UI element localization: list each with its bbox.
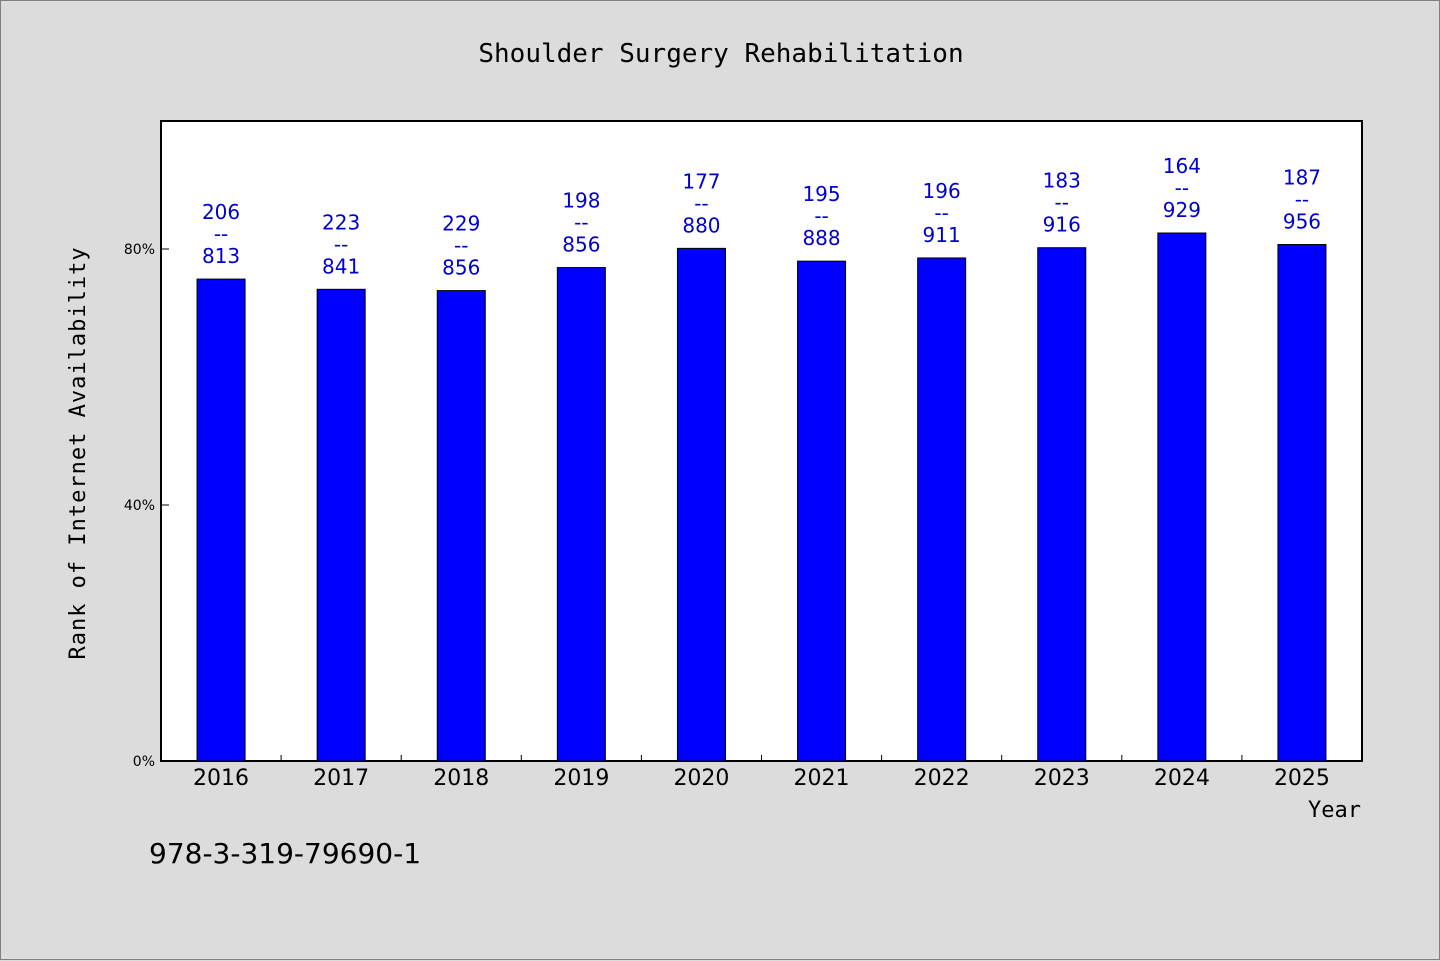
bar-2024 [1157,232,1207,762]
x-tick-label-2018: 2018 [433,766,489,791]
bar-label-2016-bottom: 813 [202,244,240,268]
bar-2022 [917,257,967,762]
bar-2025 [1277,244,1327,762]
y-axis-label: Rank of Internet Availability [66,246,91,659]
bar-label-2022-separator: -- [934,201,948,225]
bar-2023 [1037,247,1087,762]
y-tick-label-40: 40% [124,498,155,514]
x-tick-label-2023: 2023 [1034,766,1090,791]
bar-label-2023-bottom: 916 [1043,213,1081,237]
bar-label-2017-bottom: 841 [322,254,360,278]
x-tick-label-2019: 2019 [553,766,609,791]
bar-labels: 206--813223--841229--856198--856177--880… [202,154,1321,280]
y-tick-label-80: 80% [124,242,155,258]
x-tick-label-2024: 2024 [1154,766,1210,791]
bar-label-2017-top: 223 [322,210,360,234]
bar-label-2021-top: 195 [802,182,840,206]
bar-label-2018-bottom: 856 [442,256,480,280]
bar-label-2022-bottom: 911 [923,223,961,247]
bar-label-2017-separator: -- [334,232,348,256]
bar-label-2024-bottom: 929 [1163,198,1201,222]
bar-label-2016-separator: -- [214,222,228,246]
x-axis-ticks: 2016 2017 2018 2019 2020 2021 2022 2023 2024 2025 [193,755,1330,791]
x-tick-label-2025: 2025 [1274,766,1330,791]
bar-label-2019-bottom: 856 [562,233,600,257]
bar-label-2018-separator: -- [454,234,468,258]
bar-label-2021-separator: -- [814,204,828,228]
bar-label-2025-separator: -- [1295,188,1309,212]
x-tick-label-2016: 2016 [193,766,249,791]
bar-label-2024-top: 164 [1163,154,1201,178]
chart-title: Shoulder Surgery Rehabilitation [478,39,963,69]
bar-label-2024-separator: -- [1175,176,1189,200]
bar-2019 [556,267,606,762]
x-tick-label-2021: 2021 [794,766,850,791]
bar-label-2018-top: 229 [442,212,480,236]
x-axis-label: Year [1308,798,1361,823]
bar-2017 [316,288,366,762]
bar-label-2023-separator: -- [1055,191,1069,215]
x-tick-label-2017: 2017 [313,766,369,791]
x-tick-label-2020: 2020 [673,766,729,791]
bar-label-2023-top: 183 [1043,169,1081,193]
bar-label-2019-separator: -- [574,211,588,235]
y-tick-label-0: 0% [133,754,155,770]
bar-2021 [797,260,847,762]
bar-label-2020-separator: -- [694,191,708,215]
bar-series [196,232,1327,762]
x-tick-label-2022: 2022 [914,766,970,791]
bar-2018 [436,290,486,762]
bar-2016 [196,278,246,762]
bar-label-2020-bottom: 880 [682,213,720,237]
bar-label-2020-top: 177 [682,169,720,193]
y-axis-ticks: 0% 40% 80% [124,242,169,770]
bar-label-2016-top: 206 [202,200,240,224]
footnote-isbn: 978-3-319-79690-1 [149,837,421,870]
bar-label-2022-top: 196 [923,179,961,203]
bar-2020 [676,247,726,762]
bar-label-2021-bottom: 888 [802,226,840,250]
bar-label-2025-bottom: 956 [1283,210,1321,234]
bar-label-2019-top: 198 [562,189,600,213]
bar-label-2025-top: 187 [1283,166,1321,190]
